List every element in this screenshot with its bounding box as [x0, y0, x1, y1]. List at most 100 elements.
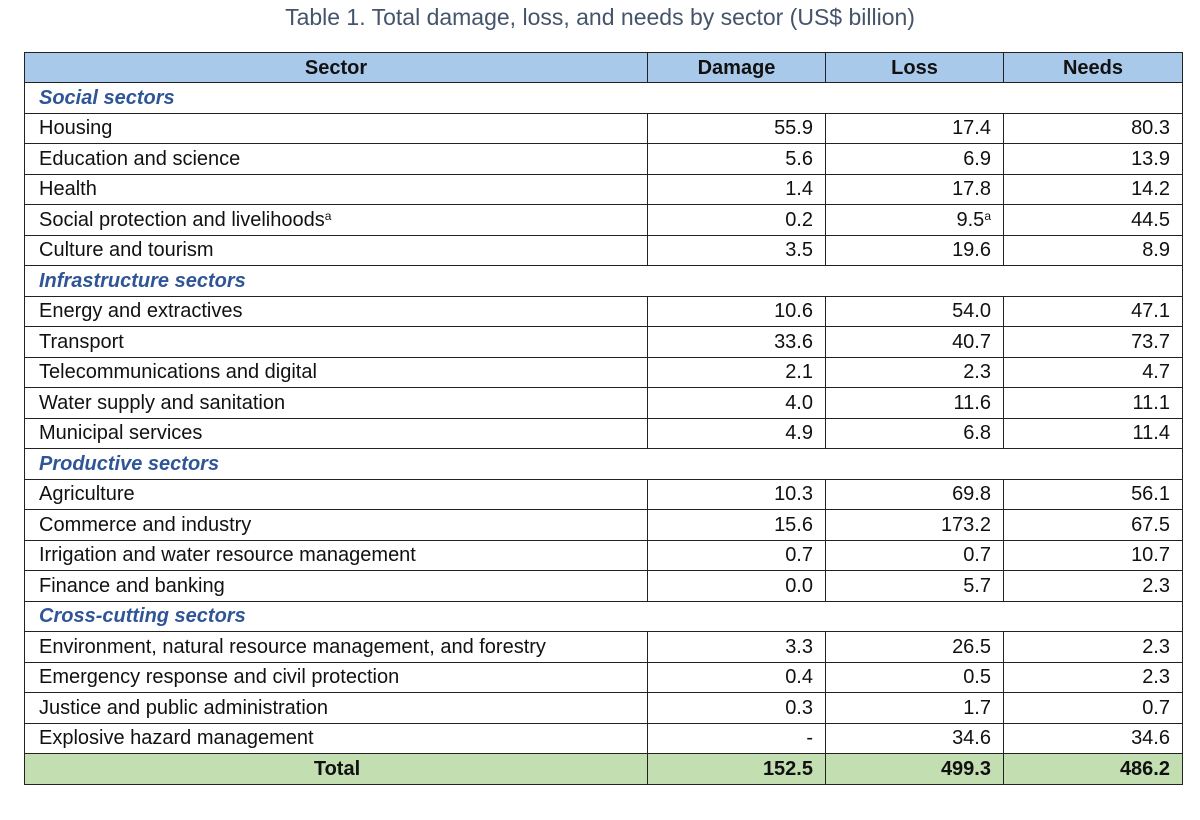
sector-name: Transport — [39, 330, 124, 353]
sector-cell: Explosive hazard management — [24, 722, 648, 754]
header-row: Sector Damage Loss Needs — [24, 52, 1183, 83]
table-row: Commerce and industry 15.6 173.2 67.5 — [24, 509, 1183, 541]
header-sector: Sector — [24, 52, 648, 83]
loss-value: 54.0 — [952, 300, 991, 323]
group-row: Infrastructure sectors — [24, 265, 1183, 297]
sector-cell: Commerce and industry — [24, 509, 648, 541]
sector-cell: Irrigation and water resource management — [24, 539, 648, 571]
sector-cell: Telecommunications and digital — [24, 356, 648, 388]
needs-cell: 8.9 — [1003, 234, 1183, 266]
damage-cell: 2.1 — [647, 356, 826, 388]
total-label: Total — [24, 753, 648, 785]
sector-name: Education and science — [39, 147, 241, 170]
damage-cell: 4.0 — [647, 387, 826, 419]
sector-cell: Social protection and livelihoodsa — [24, 204, 648, 236]
loss-value: 9.5 — [956, 208, 985, 231]
group-row: Cross-cutting sectors — [24, 600, 1183, 632]
loss-value: 17.8 — [952, 178, 991, 201]
group-row: Productive sectors — [24, 448, 1183, 480]
header-needs: Needs — [1003, 52, 1183, 83]
loss-value: 26.5 — [952, 635, 991, 658]
total-needs: 486.2 — [1003, 753, 1183, 785]
needs-cell: 34.6 — [1003, 722, 1183, 754]
sector-table: Sector Damage Loss Needs Social sectors H… — [24, 52, 1183, 785]
loss-cell: 5.7 — [825, 570, 1004, 602]
sector-name: Municipal services — [39, 422, 203, 445]
damage-cell: 33.6 — [647, 326, 826, 358]
damage-cell: 0.7 — [647, 539, 826, 571]
loss-value: 34.6 — [952, 727, 991, 750]
damage-cell: 0.0 — [647, 570, 826, 602]
sector-name: Agriculture — [39, 483, 135, 506]
sector-name: Irrigation and water resource management — [39, 544, 416, 567]
sector-name: Explosive hazard management — [39, 727, 314, 750]
loss-cell: 6.9 — [825, 143, 1004, 175]
needs-cell: 2.3 — [1003, 631, 1183, 663]
table-row: Culture and tourism 3.5 19.6 8.9 — [24, 234, 1183, 266]
needs-cell: 11.4 — [1003, 417, 1183, 449]
table-row: Environment, natural resource management… — [24, 631, 1183, 663]
sector-cell: Justice and public administration — [24, 692, 648, 724]
sector-name: Environment, natural resource management… — [39, 635, 546, 658]
loss-cell: 26.5 — [825, 631, 1004, 663]
needs-cell: 80.3 — [1003, 112, 1183, 144]
sector-name: Justice and public administration — [39, 696, 329, 719]
loss-value: 1.7 — [963, 696, 991, 719]
table-row: Municipal services 4.9 6.8 11.4 — [24, 417, 1183, 449]
loss-cell: 1.7 — [825, 692, 1004, 724]
needs-cell: 44.5 — [1003, 204, 1183, 236]
loss-cell: 69.8 — [825, 478, 1004, 510]
needs-cell: 13.9 — [1003, 143, 1183, 175]
total-loss: 499.3 — [825, 753, 1004, 785]
table-row: Telecommunications and digital 2.1 2.3 4.7 — [24, 356, 1183, 388]
loss-cell: 34.6 — [825, 722, 1004, 754]
loss-value: 0.5 — [963, 666, 991, 689]
header-loss: Loss — [825, 52, 1004, 83]
sector-cell: Health — [24, 173, 648, 205]
sector-cell: Agriculture — [24, 478, 648, 510]
table-title: Table 1. Total damage, loss, and needs b… — [285, 4, 915, 30]
loss-cell: 0.5 — [825, 661, 1004, 693]
damage-cell: 3.5 — [647, 234, 826, 266]
header-damage: Damage — [647, 52, 826, 83]
needs-cell: 56.1 — [1003, 478, 1183, 510]
needs-cell: 11.1 — [1003, 387, 1183, 419]
damage-cell: 15.6 — [647, 509, 826, 541]
table-row: Irrigation and water resource management… — [24, 539, 1183, 571]
needs-cell: 47.1 — [1003, 295, 1183, 327]
footnote-marker: a — [984, 208, 991, 223]
group-label: Infrastructure sectors — [24, 265, 1183, 297]
loss-cell: 54.0 — [825, 295, 1004, 327]
group-label: Social sectors — [24, 82, 1183, 114]
sector-name: Telecommunications and digital — [39, 361, 317, 384]
group-label: Cross-cutting sectors — [24, 600, 1183, 632]
table-row: Emergency response and civil protection 0… — [24, 661, 1183, 693]
sector-name: Health — [39, 178, 97, 201]
table-row: Housing 55.9 17.4 80.3 — [24, 112, 1183, 144]
table-row: Transport 33.6 40.7 73.7 — [24, 326, 1183, 358]
damage-cell: 0.2 — [647, 204, 826, 236]
table-row: Health 1.4 17.8 14.2 — [24, 173, 1183, 205]
table-row: Agriculture 10.3 69.8 56.1 — [24, 478, 1183, 510]
sector-name: Culture and tourism — [39, 239, 214, 262]
loss-cell: 6.8 — [825, 417, 1004, 449]
needs-cell: 2.3 — [1003, 661, 1183, 693]
loss-value: 173.2 — [940, 513, 991, 536]
table-row: Energy and extractives 10.6 54.0 47.1 — [24, 295, 1183, 327]
sector-cell: Education and science — [24, 143, 648, 175]
sector-cell: Municipal services — [24, 417, 648, 449]
table-row: Explosive hazard management - 34.6 34.6 — [24, 722, 1183, 754]
sector-cell: Culture and tourism — [24, 234, 648, 266]
loss-cell: 17.8 — [825, 173, 1004, 205]
total-damage: 152.5 — [647, 753, 826, 785]
sector-cell: Environment, natural resource management… — [24, 631, 648, 663]
table-row: Finance and banking 0.0 5.7 2.3 — [24, 570, 1183, 602]
needs-cell: 67.5 — [1003, 509, 1183, 541]
damage-cell: 3.3 — [647, 631, 826, 663]
sector-cell: Emergency response and civil protection — [24, 661, 648, 693]
sector-cell: Housing — [24, 112, 648, 144]
loss-value: 19.6 — [952, 239, 991, 262]
damage-cell: 4.9 — [647, 417, 826, 449]
sector-cell: Transport — [24, 326, 648, 358]
sector-name: Social protection and livelihoods — [39, 208, 325, 231]
